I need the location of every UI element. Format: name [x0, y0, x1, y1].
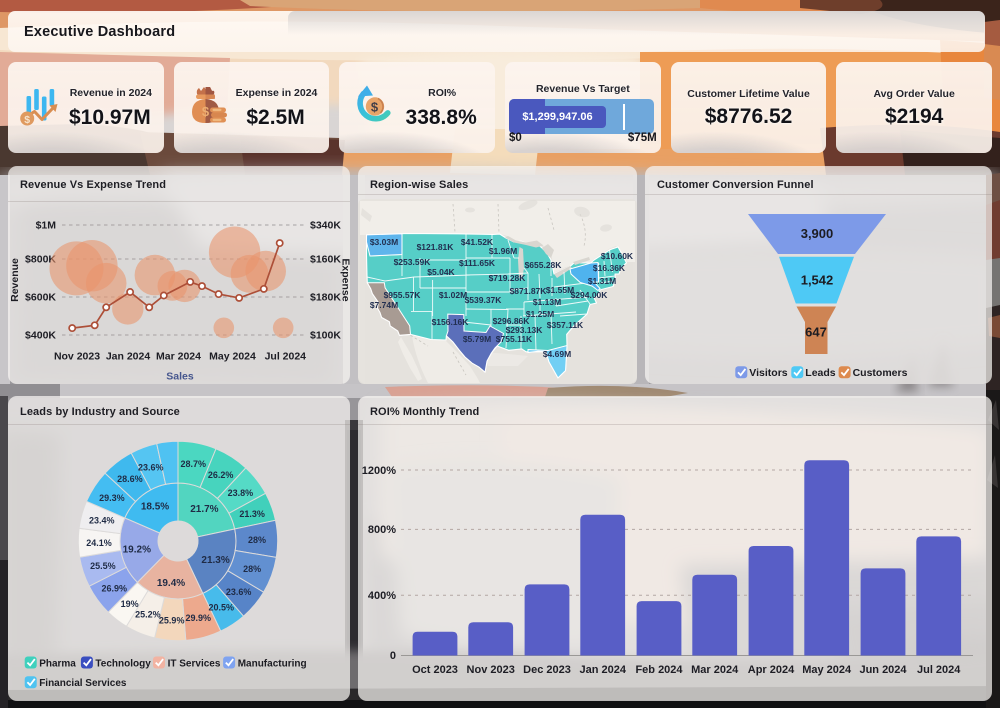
svg-text:$156.16K: $156.16K [432, 317, 470, 327]
svg-text:Mar 2024: Mar 2024 [156, 351, 201, 363]
svg-text:$16.36K: $16.36K [593, 263, 626, 273]
svg-text:$1.13M: $1.13M [533, 297, 561, 307]
svg-text:May 2024: May 2024 [802, 664, 852, 676]
svg-text:$5.79M: $5.79M [463, 334, 491, 344]
svg-text:$1.55M: $1.55M [546, 285, 574, 295]
svg-text:Financial Services: Financial Services [39, 678, 127, 689]
svg-text:25.2%: 25.2% [135, 610, 161, 620]
svg-text:$121.81K: $121.81K [417, 242, 455, 252]
svg-text:Pharma: Pharma [39, 659, 76, 670]
svg-text:3,900: 3,900 [801, 226, 834, 241]
svg-text:Jan 2024: Jan 2024 [106, 351, 151, 363]
svg-text:0: 0 [390, 650, 396, 662]
svg-text:Nov 2023: Nov 2023 [54, 351, 100, 363]
svg-text:$871.87K: $871.87K [510, 286, 548, 296]
svg-text:19%: 19% [121, 599, 139, 609]
svg-text:May 2024: May 2024 [209, 351, 256, 363]
svg-text:$180K: $180K [310, 292, 341, 304]
svg-text:IT Services: IT Services [168, 659, 221, 670]
svg-text:$10.60K: $10.60K [601, 251, 634, 261]
svg-text:$719.28K: $719.28K [489, 273, 527, 283]
svg-text:23.4%: 23.4% [89, 516, 115, 526]
svg-text:$: $ [371, 100, 379, 115]
svg-text:$955.57K: $955.57K [384, 290, 422, 300]
svg-text:19.4%: 19.4% [157, 578, 185, 589]
svg-text:$357.11K: $357.11K [547, 320, 584, 330]
svg-text:$294.00K: $294.00K [571, 290, 609, 300]
svg-text:Jul 2024: Jul 2024 [265, 351, 307, 363]
svg-text:29.9%: 29.9% [186, 613, 212, 623]
svg-text:800%: 800% [368, 524, 396, 536]
svg-text:$655.28K: $655.28K [525, 260, 563, 270]
svg-text:Visitors: Visitors [749, 367, 787, 379]
svg-text:$160K: $160K [310, 254, 341, 266]
svg-text:$600K: $600K [25, 292, 56, 304]
svg-text:$5.04K: $5.04K [427, 267, 455, 277]
svg-text:19.2%: 19.2% [123, 545, 151, 556]
svg-text:$7.74M: $7.74M [370, 300, 398, 310]
svg-text:1,542: 1,542 [801, 273, 834, 288]
svg-text:26.2%: 26.2% [208, 470, 234, 480]
svg-text:647: 647 [805, 325, 827, 340]
svg-text:Apr 2024: Apr 2024 [748, 664, 795, 676]
svg-text:Revenue: Revenue [9, 258, 21, 302]
svg-text:$1.25M: $1.25M [526, 309, 554, 319]
svg-text:29.3%: 29.3% [99, 493, 125, 503]
svg-text:$340K: $340K [310, 220, 341, 232]
svg-text:$296.86K: $296.86K [493, 316, 531, 326]
svg-text:$400K: $400K [25, 330, 56, 342]
svg-text:400%: 400% [368, 590, 396, 602]
svg-text:$1.02M: $1.02M [439, 290, 467, 300]
svg-text:$293.13K: $293.13K [506, 325, 544, 335]
svg-text:$100K: $100K [310, 330, 341, 342]
svg-text:$253.59K: $253.59K [394, 257, 432, 267]
svg-text:21.3%: 21.3% [239, 509, 265, 519]
svg-text:23.6%: 23.6% [138, 462, 164, 472]
svg-text:Mar 2024: Mar 2024 [691, 664, 739, 676]
svg-text:Technology: Technology [95, 659, 151, 670]
svg-text:23.8%: 23.8% [228, 488, 254, 498]
svg-text:Jun 2024: Jun 2024 [859, 664, 907, 676]
svg-text:Leads: Leads [805, 367, 836, 379]
svg-text:Expense: Expense [340, 258, 351, 301]
svg-text:28%: 28% [243, 564, 261, 574]
svg-text:1200%: 1200% [362, 465, 396, 477]
svg-text:20.5%: 20.5% [209, 603, 235, 613]
svg-text:Oct 2023: Oct 2023 [412, 664, 458, 676]
svg-text:28%: 28% [248, 535, 266, 545]
svg-text:Manufacturing: Manufacturing [238, 659, 307, 670]
svg-text:21.7%: 21.7% [190, 504, 218, 515]
svg-text:$1.31M: $1.31M [588, 276, 616, 286]
svg-text:28.7%: 28.7% [181, 459, 207, 469]
svg-text:$: $ [202, 104, 210, 119]
svg-text:Customers: Customers [853, 367, 908, 379]
svg-text:25.5%: 25.5% [90, 561, 116, 571]
svg-text:$800K: $800K [25, 254, 56, 266]
svg-text:Feb 2024: Feb 2024 [635, 664, 683, 676]
svg-text:$: $ [24, 114, 30, 126]
svg-text:Jan 2024: Jan 2024 [579, 664, 626, 676]
svg-text:Nov 2023: Nov 2023 [467, 664, 515, 676]
svg-text:Sales: Sales [166, 371, 194, 383]
svg-text:$1.96M: $1.96M [489, 246, 517, 256]
svg-text:Jul 2024: Jul 2024 [917, 664, 961, 676]
svg-text:24.1%: 24.1% [86, 538, 112, 548]
svg-text:$539.37K: $539.37K [465, 295, 503, 305]
svg-text:$111.65K: $111.65K [459, 258, 496, 268]
svg-text:18.5%: 18.5% [141, 501, 169, 512]
svg-text:$41.52K: $41.52K [461, 237, 494, 247]
svg-text:25.9%: 25.9% [159, 615, 185, 625]
svg-text:Dec 2023: Dec 2023 [523, 664, 571, 676]
svg-text:23.6%: 23.6% [226, 587, 252, 597]
svg-text:$1M: $1M [36, 220, 57, 232]
svg-text:$755.11K: $755.11K [496, 334, 533, 344]
svg-text:26.9%: 26.9% [102, 583, 128, 593]
svg-text:28.6%: 28.6% [117, 474, 143, 484]
svg-text:$3.03M: $3.03M [370, 237, 398, 247]
svg-text:$4.69M: $4.69M [543, 349, 571, 359]
svg-text:21.3%: 21.3% [201, 555, 229, 566]
